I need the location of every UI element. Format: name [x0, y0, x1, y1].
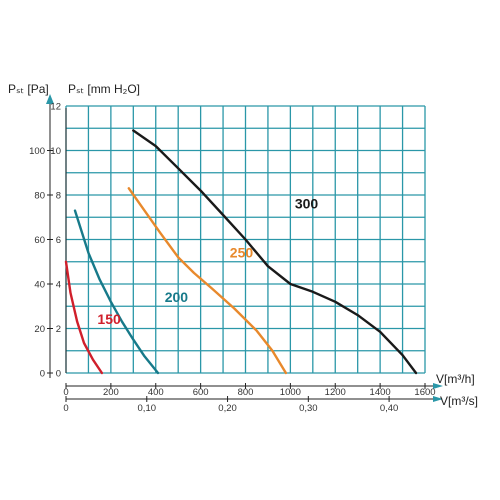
series-line-150: [64, 260, 104, 375]
inner-axis-tick-label: 12: [50, 102, 61, 113]
x-axis-flow-hour-arrow: [433, 383, 443, 389]
inner-axis-tick-label: 6: [56, 235, 61, 246]
x-axis-flow-hour-tick-label: 600: [193, 387, 209, 398]
x-axis-flow-hour-tick-label: 0: [63, 387, 68, 398]
x-axis-flow-second-tick-label: 0,30: [299, 403, 318, 414]
left-axis-tick-label: 80: [34, 191, 45, 202]
x-axis-flow-hour-tick-label: 1600: [414, 387, 435, 398]
axes: [46, 94, 443, 402]
x-axis-flow-second-tick-label: 0,40: [380, 403, 399, 414]
inner-axis-label: Pₛₜ [mm H₂O]: [68, 82, 140, 96]
left-y-axis-arrow: [46, 94, 54, 104]
series-line-250: [127, 187, 288, 375]
x-axis-flow-second-tick-label: 0: [63, 403, 68, 414]
inner-axis-tick-label: 4: [56, 280, 61, 291]
x-axis-flow-hour-tick-label: 200: [103, 387, 119, 398]
series-label-250: 250: [230, 244, 254, 260]
left-axis-tick-label: 0: [40, 369, 45, 380]
series-line-300: [132, 129, 418, 375]
x-axis-flow-second-tick-label: 0,10: [138, 403, 157, 414]
grid: [65, 105, 426, 374]
left-axis-label: Pₛₜ [Pa]: [8, 82, 49, 96]
series-label-150: 150: [97, 311, 121, 327]
left-axis-tick-label: 40: [34, 280, 45, 291]
inner-axis-tick-label: 0: [56, 369, 61, 380]
x-axis-flow-hour-tick-label: 1200: [325, 387, 346, 398]
inner-axis-tick-label: 2: [56, 324, 61, 335]
x-axis-label-flow-hour: V[m³/h]: [436, 372, 475, 386]
series-curves: [64, 129, 418, 375]
x-axis-flow-hour-tick-label: 1000: [280, 387, 301, 398]
x-axis-flow-hour-tick-label: 800: [238, 387, 254, 398]
inner-axis-tick-label: 8: [56, 191, 61, 202]
series-label-200: 200: [165, 289, 189, 305]
series-label-300: 300: [295, 195, 319, 211]
left-axis-tick-label: 20: [34, 324, 45, 335]
x-axis-label-flow-second: V[m³/s]: [440, 394, 478, 408]
x-axis-flow-hour-tick-label: 1400: [370, 387, 391, 398]
left-axis-tick-label: 100: [29, 146, 45, 157]
left-axis-tick-label: 60: [34, 235, 45, 246]
x-axis-flow-second-tick-label: 0,20: [218, 403, 237, 414]
series-line-200: [73, 209, 160, 375]
inner-axis-tick-label: 10: [50, 146, 61, 157]
series-labels: 150 200 250 300: [97, 195, 318, 327]
x-axis-flow-second-arrow: [433, 396, 443, 402]
x-axis-flow-hour-tick-label: 400: [148, 387, 164, 398]
